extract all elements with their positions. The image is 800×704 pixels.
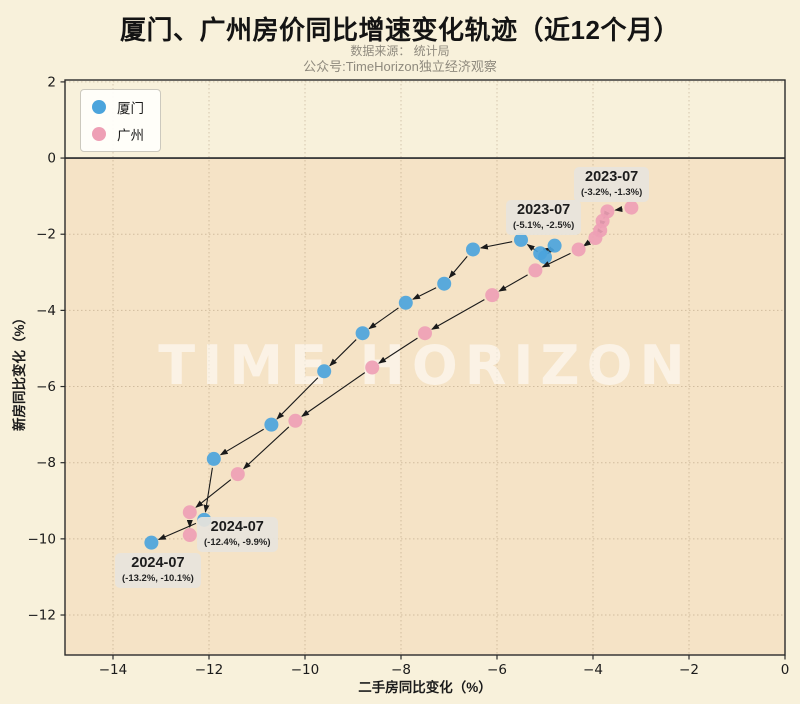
- data-source-label: 数据来源： 统计局: [350, 44, 450, 58]
- trajectory-arrow-xiamen: [479, 241, 513, 250]
- x-tick-label: 0: [781, 662, 790, 678]
- data-point-xiamen: [538, 250, 552, 265]
- chart-title: 厦门、广州房价同比增速变化轨迹（近12个月）: [120, 15, 680, 45]
- account-label: 公众号:TimeHorizon独立经济观察: [303, 59, 497, 74]
- plot-data-layer: −14 −12 −10 −8 −6 −4 −2 0 2 0 −2 −4 −6 −8 −10 −12: [28, 74, 790, 678]
- legend-label: 厦门: [117, 101, 144, 116]
- trajectory-arrow-guangzhou: [541, 252, 571, 268]
- data-point-xiamen: [206, 451, 221, 466]
- annotation-values: (-12.4%, -9.9%): [204, 537, 271, 548]
- y-tick-label: −4: [36, 303, 56, 319]
- trajectory-arrow-guangzhou: [431, 299, 485, 330]
- trajectory-arrow-xiamen: [329, 339, 357, 367]
- data-point-guangzhou: [182, 505, 197, 520]
- data-point-xiamen: [144, 535, 159, 550]
- legend-label: 广州: [117, 128, 144, 143]
- legend-item-厦门: 厦门: [92, 97, 144, 117]
- trajectory-arrow-guangzhou: [614, 206, 623, 212]
- data-point-guangzhou: [485, 288, 500, 303]
- data-point-guangzhou: [288, 413, 303, 428]
- data-point-xiamen: [547, 238, 562, 253]
- legend-marker-icon: [92, 127, 106, 141]
- legend-item-广州: 广州: [92, 124, 144, 144]
- annotation-date: 2024-07: [131, 555, 185, 571]
- x-axis-title: 二手房同比变化（%）: [358, 680, 492, 695]
- data-point-xiamen: [466, 242, 480, 257]
- x-tick-label: −14: [99, 662, 128, 678]
- annotation-date: 2023-07: [585, 169, 639, 185]
- trajectory-arrow-xiamen: [219, 428, 264, 456]
- data-point-guangzhou: [588, 231, 603, 246]
- data-point-guangzhou: [230, 467, 245, 482]
- data-point-guangzhou: [571, 242, 586, 257]
- trajectory-arrow-xiamen: [448, 255, 468, 279]
- annotation-values: (-13.2%, -10.1%): [122, 573, 194, 584]
- trajectory-arrow-guangzhou: [498, 274, 528, 292]
- annotation-date: 2024-07: [210, 519, 264, 535]
- data-point-guangzhou: [624, 200, 639, 215]
- data-point-guangzhou: [418, 326, 432, 341]
- x-tick-label: −6: [487, 662, 507, 678]
- annotation-box-2024-07: 2024-07 (-12.4%, -9.9%): [197, 517, 278, 552]
- y-tick-label: −10: [28, 531, 57, 547]
- x-tick-label: −8: [391, 662, 411, 678]
- trajectory-arrow-xiamen: [368, 307, 399, 330]
- x-tick-label: −12: [195, 662, 224, 678]
- y-tick-label: −8: [36, 455, 56, 471]
- data-point-xiamen: [317, 364, 332, 379]
- legend-marker-icon: [92, 100, 106, 114]
- annotation-box-2023-07: 2023-07 (-3.2%, -1.3%): [574, 167, 650, 202]
- annotation-values: (-3.2%, -1.3%): [581, 187, 643, 198]
- y-tick-label: −6: [36, 379, 56, 395]
- trajectory-arrow-xiamen: [203, 467, 213, 513]
- y-tick-label: 2: [47, 74, 56, 90]
- data-point-guangzhou: [365, 360, 380, 375]
- annotation-box-2023-07: 2023-07 (-5.1%, -2.5%): [506, 200, 582, 235]
- x-tick-label: −10: [291, 662, 320, 678]
- trajectory-arrow-xiamen: [412, 287, 437, 300]
- trajectory-arrow-guangzhou: [378, 337, 418, 364]
- trajectory-arrow-xiamen: [276, 377, 319, 420]
- y-axis-title: 新房同比变化（%）: [12, 311, 27, 432]
- annotation-box-2024-07: 2024-07 (-13.2%, -10.1%): [115, 553, 201, 588]
- x-tick-label: −4: [583, 662, 603, 678]
- trajectory-arrow-guangzhou: [301, 372, 366, 417]
- trajectory-arrow-guangzhou: [242, 426, 290, 470]
- data-point-xiamen: [355, 326, 370, 341]
- legend: 厦门 广州: [80, 89, 161, 152]
- x-tick-label: −2: [679, 662, 699, 678]
- data-point-xiamen: [264, 417, 279, 432]
- data-point-xiamen: [514, 232, 528, 247]
- annotation-date: 2023-07: [517, 202, 571, 218]
- trajectory-arrow-guangzhou: [582, 239, 592, 247]
- watermark-text: TIME HORIZON: [158, 334, 691, 397]
- data-point-guangzhou: [528, 263, 543, 278]
- data-point-xiamen: [437, 276, 452, 291]
- y-tick-label: −12: [28, 608, 57, 624]
- y-tick-label: 0: [47, 151, 56, 167]
- data-point-xiamen: [398, 295, 413, 310]
- plot-border: [64, 79, 786, 656]
- annotation-values: (-5.1%, -2.5%): [513, 220, 575, 231]
- data-point-guangzhou: [182, 528, 197, 543]
- y-tick-label: −2: [36, 227, 56, 243]
- trajectory-arrow-guangzhou: [195, 479, 232, 508]
